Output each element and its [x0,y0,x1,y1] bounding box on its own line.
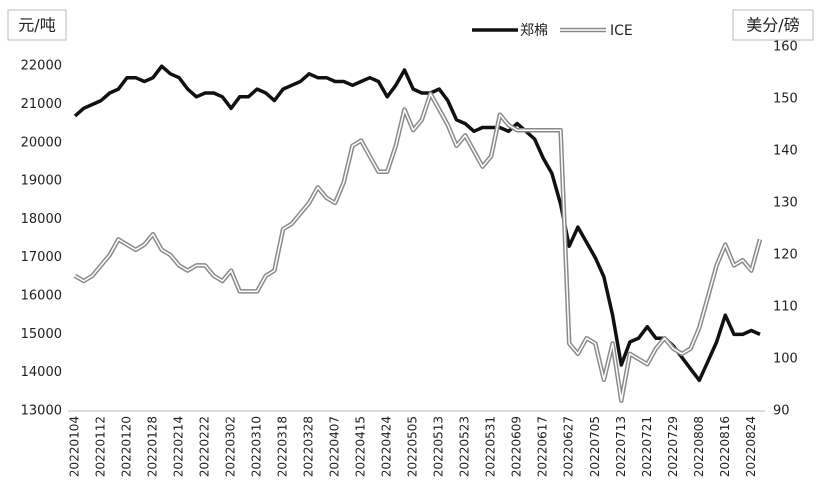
y-tick-label: 19000 [21,174,62,189]
x-tick-label: 20220816 [718,416,732,477]
y-label-box [7,9,67,41]
x-tick-label: 20220505 [406,416,420,477]
x-tick-label: 20220824 [744,416,758,477]
y-tick-label: 21000 [21,97,62,112]
x-tick-label: 20220328 [302,416,316,477]
x-tick-label: 20220523 [458,416,472,477]
y-tick-label: 22000 [21,59,62,74]
y2-tick-label: 100 [773,352,798,367]
x-tick-label: 20220424 [380,416,394,477]
y-axis-label: 元/吨 [18,16,55,35]
y2-tick-label: 130 [773,196,798,211]
x-tick-label: 20220222 [198,416,212,477]
x-tick-label: 20220729 [666,416,680,477]
y-tick-label: 16000 [21,289,62,304]
x-tick-label: 20220318 [276,416,290,477]
x-tick-label: 20220713 [614,416,628,477]
y-tick-label: 18000 [21,212,62,227]
x-tick-label: 20220627 [562,416,576,477]
x-tick-label: 20220531 [484,416,498,477]
x-tick-label: 20220808 [692,416,706,477]
x-tick-label: 20220721 [640,416,654,477]
y2-tick-label: 150 [773,92,798,107]
series-line [73,91,763,403]
y-tick-label: 20000 [21,135,62,150]
y2-tick-label: 110 [773,300,798,315]
y2-axis-label: 美分/磅 [746,16,799,35]
x-tick-label: 20220120 [120,416,134,477]
x-tick-label: 20220513 [432,416,446,477]
y-tick-label: 14000 [21,365,62,380]
y-tick-label: 17000 [21,250,62,265]
y2-label-box [732,9,814,41]
y2-tick-label: 160 [773,40,798,55]
x-tick-label: 20220104 [68,416,82,477]
legend-label: ICE [610,23,633,39]
x-tick-label: 20220128 [146,416,160,477]
series-line [73,64,761,383]
x-tick-label: 20220617 [536,416,550,477]
y2-tick-label: 120 [773,248,798,263]
legend-label: 郑棉 [520,22,548,39]
x-tick-label: 20220705 [588,416,602,477]
x-tick-label: 20220112 [94,416,108,477]
x-tick-label: 20220407 [328,416,342,477]
y-tick-label: 15000 [21,327,62,342]
y2-tick-label: 90 [773,404,790,419]
x-tick-label: 20220310 [250,416,264,477]
x-tick-label: 20220302 [224,416,238,477]
x-tick-label: 20220609 [510,416,524,477]
series-line-highlight [74,93,761,402]
x-tick-label: 20220214 [172,416,186,477]
y2-tick-label: 140 [773,144,798,159]
y-tick-label: 13000 [21,404,62,419]
x-tick-label: 20220415 [354,416,368,477]
